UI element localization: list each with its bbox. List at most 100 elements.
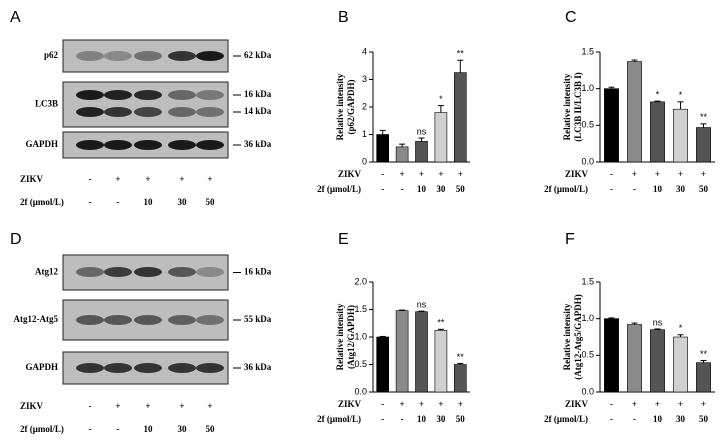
y-tick-label: 3 [362, 74, 367, 84]
significance: ** [437, 318, 445, 328]
marker-label: 55 kDa [244, 314, 272, 324]
condition-value: - [610, 414, 613, 424]
blot-band [76, 51, 104, 61]
condition-value: + [419, 399, 424, 409]
marker-label: 62 kDa [244, 50, 272, 60]
condition-value: - [89, 174, 92, 184]
condition-value: - [633, 184, 636, 194]
condition-value: + [458, 169, 463, 179]
blot-band [104, 51, 132, 61]
protein-label: LC3B [35, 99, 58, 109]
bar [627, 324, 642, 393]
marker-label: 14 kDa [244, 106, 272, 116]
condition-value: + [701, 169, 706, 179]
condition-value: + [179, 174, 184, 184]
y-axis-label: Relative intensity [335, 73, 345, 140]
y-tick-label: 0.5 [581, 120, 594, 130]
panel-letter: D [10, 231, 22, 248]
condition-value: 10 [653, 414, 663, 424]
y-tick-label: 4 [362, 46, 367, 56]
significance: * [656, 90, 660, 100]
condition-value: + [207, 401, 212, 411]
marker-label: 36 kDa [244, 362, 272, 372]
condition-value: - [610, 184, 613, 194]
y-axis-label: Relative intensity [562, 73, 572, 140]
y-axis-label: (Atg12/GAPDH) [346, 305, 356, 369]
bar [395, 310, 409, 393]
blot-band [168, 267, 196, 277]
y-tick-label: 0.0 [581, 156, 594, 166]
blot-band [104, 140, 132, 150]
condition-value: - [117, 424, 120, 434]
condition-value: 10 [417, 414, 427, 424]
condition-value: 50 [206, 424, 216, 434]
bar [627, 61, 642, 163]
blot-box [62, 81, 229, 128]
bar [453, 72, 467, 163]
y-tick-label: 1.0 [581, 313, 594, 323]
bar [604, 318, 619, 393]
condition-value: - [89, 197, 92, 207]
condition-value: 10 [144, 197, 154, 207]
condition-value: 30 [178, 424, 188, 434]
blot-band [168, 140, 196, 150]
bar [434, 112, 448, 163]
condition-value: 10 [653, 184, 663, 194]
panel-letter: E [338, 231, 349, 248]
condition-label: ZIKV [20, 401, 44, 411]
blot-band [76, 267, 104, 277]
condition-value: 30 [178, 197, 188, 207]
blot-band [134, 267, 162, 277]
blot-band [134, 315, 162, 325]
bar [434, 330, 448, 393]
y-axis-label: (LC3B II/LC3B I) [573, 72, 583, 142]
y-tick-label: 0.0 [581, 386, 594, 396]
blot-band [104, 90, 132, 100]
protein-label: GAPDH [26, 139, 59, 149]
blot-band [76, 90, 104, 100]
condition-value: + [400, 399, 405, 409]
blot-band [134, 140, 162, 150]
blot-band [196, 363, 224, 373]
condition-label: 2f (μmol/L) [20, 197, 64, 207]
panel-letter: F [565, 231, 575, 248]
y-axis-label: (Atg12-Atg5/GAPDH) [573, 294, 583, 379]
significance: * [439, 94, 443, 104]
condition-value: - [117, 197, 120, 207]
protein-label: Atg12-Atg5 [14, 314, 59, 324]
blot-band [168, 315, 196, 325]
panel-letter: B [338, 9, 349, 26]
condition-value: - [610, 399, 613, 409]
significance: ** [700, 349, 708, 359]
y-tick-label: 1.0 [354, 331, 367, 341]
condition-value: + [632, 399, 637, 409]
bar [453, 364, 467, 393]
bar [415, 311, 428, 393]
condition-value: 50 [456, 414, 466, 424]
significance: ns [417, 126, 427, 136]
condition-value: + [438, 169, 443, 179]
condition-value: + [655, 169, 660, 179]
condition-value: + [701, 399, 706, 409]
marker-label: 16 kDa [244, 89, 272, 99]
y-tick-label: 2 [362, 101, 367, 111]
bar [650, 329, 665, 393]
bar [673, 108, 688, 163]
condition-value: - [381, 399, 384, 409]
condition-label: 2f (μmol/L) [544, 184, 588, 194]
bar [650, 101, 665, 163]
condition-value: 50 [699, 414, 709, 424]
significance: ** [700, 112, 708, 122]
blot-band [104, 363, 132, 373]
marker-label: 36 kDa [244, 139, 272, 149]
bar [604, 88, 619, 163]
blot-band [104, 107, 132, 117]
y-axis-label: Relative intensity [562, 303, 572, 370]
blot-band [168, 90, 196, 100]
condition-value: + [632, 169, 637, 179]
condition-value: 10 [417, 184, 427, 194]
blot-band [104, 315, 132, 325]
condition-value: + [115, 174, 120, 184]
condition-label: ZIKV [565, 399, 589, 409]
protein-label: p62 [44, 50, 59, 60]
